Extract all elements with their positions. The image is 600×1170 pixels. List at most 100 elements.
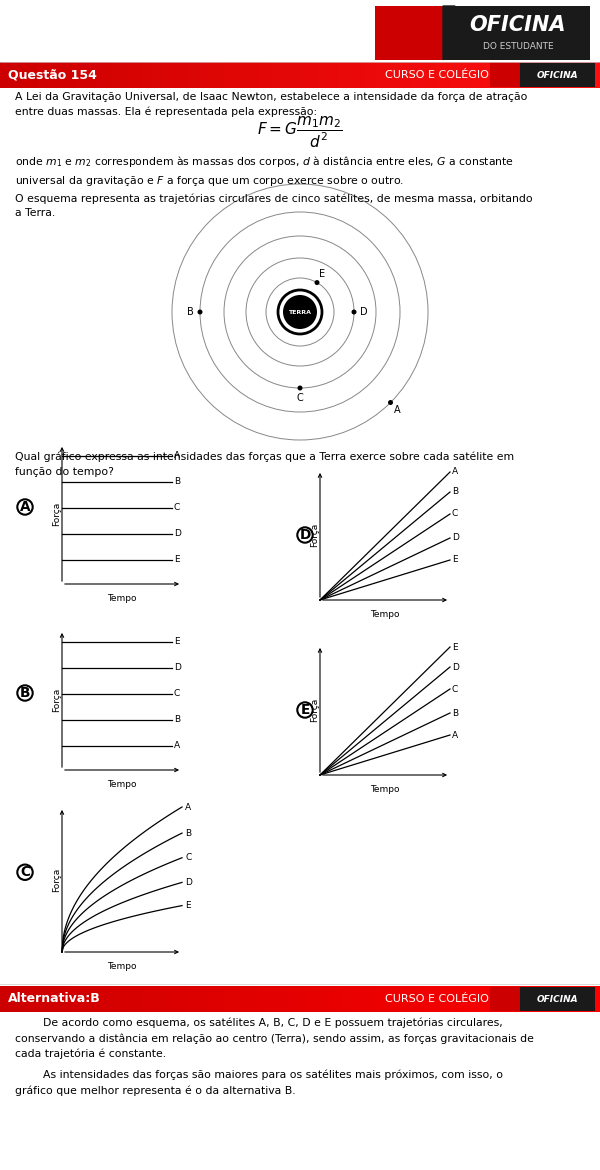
Bar (573, 62, 574, 88)
Bar (226, 986, 227, 1012)
Bar (495, 986, 496, 1012)
Bar (361, 986, 362, 1012)
Bar (461, 62, 462, 88)
Bar (349, 62, 350, 88)
Bar (525, 62, 526, 88)
Bar (172, 62, 173, 88)
Bar (78, 986, 79, 1012)
Bar (504, 986, 505, 1012)
Bar (558, 62, 559, 88)
Bar (99, 986, 100, 1012)
Text: B: B (174, 716, 180, 724)
Bar (561, 986, 562, 1012)
Bar (300, 986, 301, 1012)
Bar (80, 62, 81, 88)
Bar (372, 986, 373, 1012)
Bar (493, 62, 494, 88)
Bar (122, 986, 123, 1012)
Bar (365, 62, 366, 88)
Bar (486, 986, 487, 1012)
Bar (199, 986, 200, 1012)
Bar (88, 62, 89, 88)
Bar (358, 62, 359, 88)
Bar (343, 62, 344, 88)
Bar (74, 62, 75, 88)
Bar (100, 986, 101, 1012)
Bar (32, 62, 33, 88)
Bar (133, 986, 134, 1012)
Bar (499, 62, 500, 88)
Bar (112, 62, 113, 88)
Bar (241, 986, 242, 1012)
Bar (547, 62, 548, 88)
Bar (470, 62, 471, 88)
Bar (195, 62, 196, 88)
Bar (477, 62, 478, 88)
Bar (356, 62, 357, 88)
Text: OFICINA: OFICINA (536, 70, 578, 80)
Bar (485, 986, 486, 1012)
Bar (150, 986, 151, 1012)
Bar (521, 986, 522, 1012)
Bar (209, 986, 210, 1012)
Bar (335, 62, 336, 88)
Bar (140, 62, 141, 88)
Bar (517, 62, 518, 88)
Bar (62, 986, 63, 1012)
Bar (285, 62, 286, 88)
Bar (50, 986, 51, 1012)
Bar (212, 986, 213, 1012)
Bar (339, 986, 340, 1012)
Bar (454, 62, 455, 88)
Bar (338, 62, 339, 88)
Bar (230, 986, 231, 1012)
Bar (488, 62, 489, 88)
Bar (517, 986, 518, 1012)
Bar (95, 986, 96, 1012)
Bar (567, 62, 568, 88)
Bar (91, 62, 92, 88)
Bar (400, 62, 401, 88)
Bar (422, 986, 423, 1012)
Bar (313, 986, 314, 1012)
Bar (505, 986, 506, 1012)
Bar (292, 986, 293, 1012)
Bar (210, 986, 211, 1012)
Bar (267, 986, 268, 1012)
Bar (398, 986, 399, 1012)
Bar (482, 62, 483, 88)
Text: Força: Força (53, 688, 62, 713)
Bar (250, 986, 251, 1012)
Bar (86, 62, 87, 88)
Bar (434, 986, 435, 1012)
Text: Tempo: Tempo (107, 780, 137, 789)
Bar (525, 986, 526, 1012)
Bar (340, 986, 341, 1012)
Bar (187, 62, 188, 88)
Bar (45, 986, 46, 1012)
Bar (434, 62, 435, 88)
Bar (599, 986, 600, 1012)
Bar (508, 986, 509, 1012)
Bar (89, 986, 90, 1012)
Bar (198, 62, 199, 88)
Bar (293, 62, 294, 88)
Bar (328, 986, 329, 1012)
Bar (382, 986, 383, 1012)
Text: B: B (452, 709, 458, 717)
Bar (43, 986, 44, 1012)
Text: D: D (452, 662, 459, 672)
Circle shape (352, 310, 356, 315)
Bar (177, 986, 178, 1012)
Bar (25, 986, 26, 1012)
Bar (66, 62, 67, 88)
Bar (518, 62, 519, 88)
Bar (81, 986, 82, 1012)
Bar (164, 62, 165, 88)
Bar (92, 986, 93, 1012)
Bar (472, 62, 473, 88)
Bar (174, 986, 175, 1012)
Bar (137, 62, 138, 88)
Bar (590, 986, 591, 1012)
Bar (11, 62, 12, 88)
